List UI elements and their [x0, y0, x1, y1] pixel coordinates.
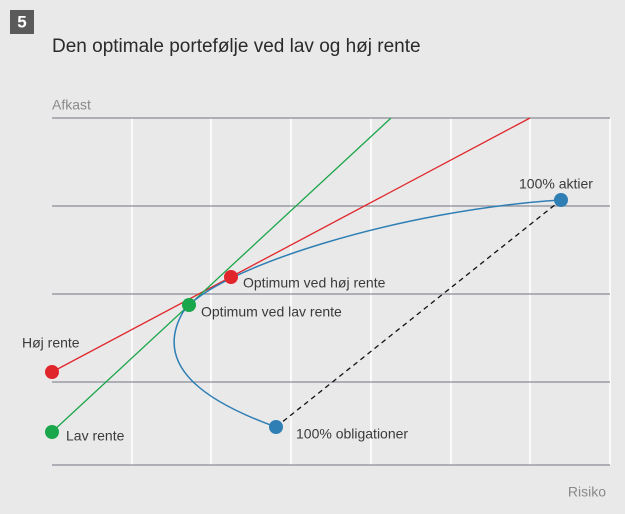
high-rate-point: [45, 365, 59, 379]
efficient-frontier: [173, 199, 562, 428]
high-rate-line: [51, 117, 531, 373]
vertical-grid: [131, 118, 611, 465]
bonds-point: [269, 420, 283, 434]
point-label: Optimum ved høj rente: [243, 275, 386, 291]
optimum-high-point: [224, 270, 238, 284]
figure-badge: [10, 10, 34, 34]
point-label: Lav rente: [66, 428, 125, 444]
x-axis-label: Risiko: [568, 484, 606, 500]
point-label: Optimum ved lav rente: [201, 304, 342, 320]
point-label: 100% obligationer: [296, 426, 408, 442]
figure-number: 5: [17, 12, 26, 31]
y-axis-label: Afkast: [52, 97, 91, 113]
low-rate-point: [45, 425, 59, 439]
chart-title: Den optimale portefølje ved lav og høj r…: [52, 36, 421, 57]
dashed-line: [275, 199, 562, 428]
point-label: 100% aktier: [519, 176, 593, 192]
optimum-low-point: [182, 298, 196, 312]
point-label: Høj rente: [22, 335, 80, 351]
low-rate-line: [51, 117, 392, 433]
stocks-point: [554, 193, 568, 207]
horizontal-grid: [52, 117, 610, 466]
